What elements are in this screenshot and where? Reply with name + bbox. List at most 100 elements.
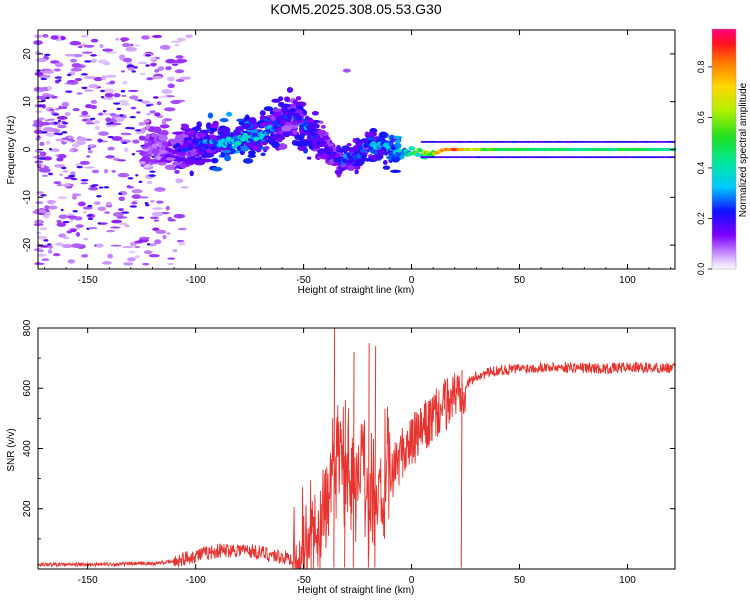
spectrogram-speckle: [69, 40, 82, 46]
spectrogram-speckle: [36, 231, 42, 235]
colorbar: 0.0 0.2 0.4 0.6 0.8 Normalized spectral ampl…: [696, 28, 749, 275]
spectrogram-band-edge: [599, 140, 603, 143]
spectrogram-xlabel: Height of straight line (km): [298, 285, 415, 296]
spectrogram-speckle: [87, 214, 93, 217]
spectrogram-band-edge: [576, 140, 580, 143]
spectrogram-speckle: [53, 121, 58, 125]
spectrogram-speckle: [62, 170, 69, 173]
spectrogram-speckle: [53, 132, 61, 135]
colorbar-tick-label: 0.4: [696, 162, 706, 175]
spectrogram-speckle: [171, 63, 179, 66]
spectrogram-speckle: [174, 43, 180, 47]
spectrogram-band-edge: [614, 140, 619, 143]
spectrogram-band-edge: [656, 156, 660, 159]
spectrogram-cell: [236, 146, 242, 151]
spectrogram-speckle: [122, 80, 128, 85]
spectrogram-band-edge: [578, 156, 583, 159]
spectrogram-band-edge: [622, 156, 627, 159]
spectrogram-band-edge: [474, 156, 479, 159]
spectrogram-cell: [382, 159, 388, 166]
spectrogram-speckle: [81, 110, 89, 116]
spectrogram-speckle: [124, 126, 133, 130]
spectrogram-band-edge: [529, 140, 533, 143]
spectrogram-speckle: [98, 131, 110, 137]
spectrogram-band-edge: [513, 156, 518, 159]
spectrogram-band-edge: [472, 156, 476, 159]
spectrogram-speckle: [161, 89, 173, 95]
spectrogram-speckle: [156, 101, 162, 106]
snr-spike: [333, 328, 336, 568]
snr-ytick-label: 600: [22, 379, 33, 396]
spectrogram-speckle: [64, 111, 71, 117]
spectrogram-speckle: [65, 90, 73, 93]
spectrogram-speckle: [46, 140, 51, 145]
spectrogram-band-edge: [462, 156, 466, 159]
spectrogram-speckle: [98, 112, 104, 116]
spectrogram-speckle: [41, 174, 49, 177]
spectrogram-speckle: [117, 159, 126, 162]
snr-ticks: -150 -100 -50 0 50 100 200 400 600 800: [22, 319, 675, 586]
spectrogram-speckle: [106, 229, 115, 233]
spectrogram-cell: [346, 142, 352, 147]
spectrogram-speckle: [88, 84, 99, 89]
spectrogram-speckle: [153, 219, 159, 222]
spectrogram-band-edge: [557, 140, 562, 143]
spectrogram-band-edge: [638, 156, 642, 159]
spectrogram-speckle: [126, 185, 131, 188]
spectrogram-speckle: [174, 69, 185, 74]
spectrogram-speckle: [80, 254, 89, 258]
spectrogram-speckle: [54, 62, 64, 68]
snr-spike: [367, 343, 370, 568]
spectrogram-speckle: [146, 77, 154, 81]
spectrogram-speckle: [118, 196, 126, 202]
spectrogram-speckle: [84, 60, 92, 63]
spectrogram-speckle: [76, 165, 83, 169]
spectrogram-speckle: [113, 93, 121, 98]
snr-series-line: [38, 361, 675, 569]
spectrogram-cell: [209, 127, 218, 133]
spectrogram-speckle: [61, 166, 67, 170]
spectrogram-speckle: [42, 156, 53, 161]
spectrogram-xtick-label: 100: [619, 275, 636, 286]
spectrogram-speckle: [103, 186, 110, 189]
spectrogram-speckle: [149, 216, 159, 220]
spectrogram-speckle: [39, 209, 46, 214]
spectrogram-band-edge: [625, 140, 629, 143]
spectrogram-cell: [198, 151, 205, 156]
spectrogram-speckle: [93, 120, 101, 124]
spectrogram-speckle: [54, 76, 62, 79]
spectrogram-speckle: [81, 86, 88, 90]
spectrogram-band-edge: [573, 140, 578, 143]
spectrogram-speckle: [102, 48, 114, 52]
spectrogram-speckle: [83, 89, 94, 92]
spectrogram-speckle: [88, 186, 99, 191]
spectrogram-speckle: [58, 105, 63, 110]
spectrogram-cell: [152, 126, 162, 134]
spectrogram-speckle: [159, 95, 168, 98]
spectrogram-band-edge: [519, 156, 523, 159]
spectrogram-speckle: [90, 99, 98, 104]
spectrogram-speckle: [166, 232, 171, 235]
spectrogram-speckle: [98, 186, 104, 189]
spectrogram-speckle: [76, 137, 88, 142]
spectrogram-speckle: [80, 182, 89, 185]
spectrogram-speckle: [137, 216, 145, 219]
spectrogram-marks: [32, 34, 677, 266]
spectrogram-band-edge: [464, 140, 469, 143]
spectrogram-cell: [320, 124, 326, 129]
colorbar-label: Normalized spectral amplitude: [738, 82, 749, 217]
spectrogram-speckle: [109, 112, 117, 117]
spectrogram-band-edge: [446, 140, 451, 143]
spectrogram-speckle: [36, 104, 45, 107]
spectrogram-speckle: [39, 151, 47, 157]
spectrogram-speckle: [56, 115, 68, 120]
spectrogram-speckle: [37, 117, 46, 120]
spectrogram-ytick-label: -10: [22, 190, 33, 205]
spectrogram-speckle: [53, 181, 62, 185]
spectrogram-band-edge: [531, 140, 536, 143]
spectrogram-cell: [295, 140, 306, 147]
spectrogram-speckle: [38, 213, 46, 216]
spectrogram-speckle: [127, 89, 139, 92]
spectrogram-band-edge: [656, 140, 660, 143]
spectrogram-speckle: [97, 222, 102, 225]
